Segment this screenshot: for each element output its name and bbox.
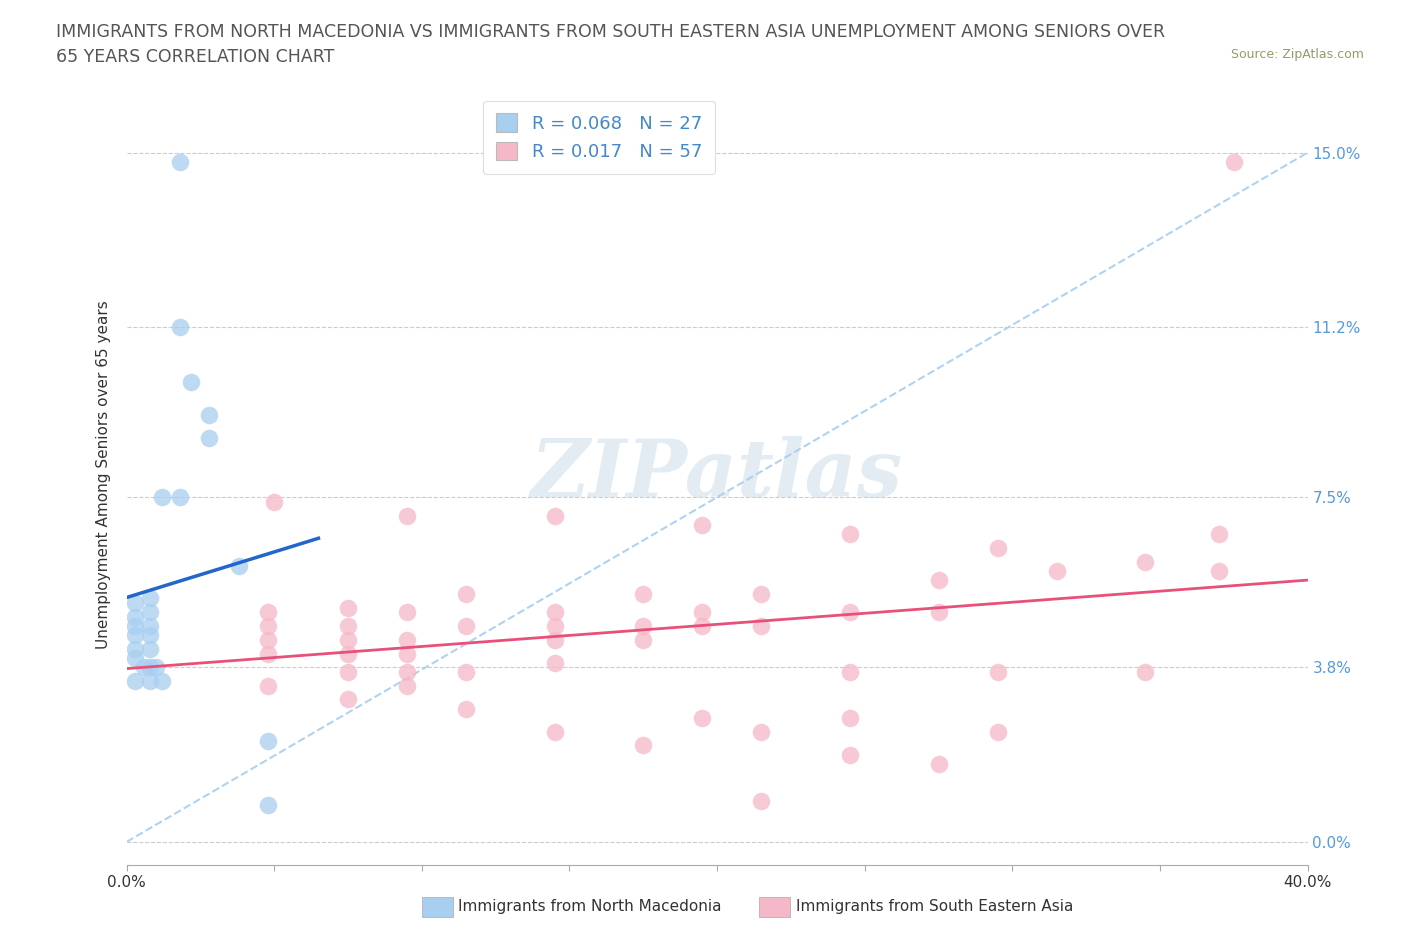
Point: [1046, 564, 1069, 578]
Point: [257, 798, 280, 813]
Point: [139, 604, 162, 619]
Point: [169, 490, 191, 505]
Point: [543, 632, 565, 647]
Point: [543, 724, 565, 739]
Point: [692, 517, 714, 532]
Point: [257, 646, 280, 661]
Point: [145, 660, 167, 675]
Text: Immigrants from North Macedonia: Immigrants from North Macedonia: [458, 899, 721, 914]
Point: [150, 490, 173, 505]
Point: [257, 678, 280, 693]
Point: [169, 320, 191, 335]
Point: [456, 586, 478, 601]
Point: [139, 660, 162, 675]
Point: [1135, 664, 1157, 679]
Point: [633, 632, 655, 647]
Point: [134, 660, 156, 675]
Point: [1135, 554, 1157, 569]
Point: [987, 664, 1010, 679]
Point: [396, 664, 419, 679]
Point: [838, 747, 860, 762]
Point: [257, 632, 280, 647]
Text: ZIPatlas: ZIPatlas: [531, 435, 903, 513]
Point: [543, 508, 565, 523]
Y-axis label: Unemployment Among Seniors over 65 years: Unemployment Among Seniors over 65 years: [96, 300, 111, 649]
Point: [928, 756, 950, 771]
Point: [198, 430, 221, 445]
Point: [180, 375, 202, 390]
Point: [633, 586, 655, 601]
Point: [337, 618, 360, 633]
Point: [456, 701, 478, 716]
Point: [692, 711, 714, 725]
Point: [124, 628, 146, 643]
Point: [633, 738, 655, 753]
Point: [257, 734, 280, 749]
Point: [838, 604, 860, 619]
Point: [838, 664, 860, 679]
Point: [751, 793, 773, 808]
Point: [139, 642, 162, 657]
Point: [257, 618, 280, 633]
Point: [456, 664, 478, 679]
Point: [543, 656, 565, 671]
Point: [396, 646, 419, 661]
Point: [987, 540, 1010, 555]
Point: [124, 618, 146, 633]
Point: [198, 407, 221, 422]
Point: [169, 154, 191, 169]
Point: [124, 673, 146, 688]
Point: [337, 664, 360, 679]
Point: [1208, 564, 1230, 578]
Point: [139, 628, 162, 643]
Point: [337, 600, 360, 615]
Text: IMMIGRANTS FROM NORTH MACEDONIA VS IMMIGRANTS FROM SOUTH EASTERN ASIA UNEMPLOYME: IMMIGRANTS FROM NORTH MACEDONIA VS IMMIG…: [56, 23, 1166, 41]
Point: [124, 609, 146, 624]
Point: [337, 646, 360, 661]
Text: 65 YEARS CORRELATION CHART: 65 YEARS CORRELATION CHART: [56, 48, 335, 66]
Point: [124, 651, 146, 666]
Point: [257, 604, 280, 619]
Point: [228, 559, 250, 574]
Point: [150, 673, 173, 688]
Point: [456, 618, 478, 633]
Point: [337, 632, 360, 647]
Point: [396, 678, 419, 693]
Point: [751, 586, 773, 601]
Text: Source: ZipAtlas.com: Source: ZipAtlas.com: [1230, 48, 1364, 61]
Point: [543, 618, 565, 633]
Point: [139, 673, 162, 688]
Point: [633, 618, 655, 633]
Point: [838, 711, 860, 725]
Legend: R = 0.068   N = 27, R = 0.017   N = 57: R = 0.068 N = 27, R = 0.017 N = 57: [484, 100, 714, 174]
Point: [396, 604, 419, 619]
Point: [1208, 526, 1230, 541]
Point: [337, 692, 360, 707]
Text: Immigrants from South Eastern Asia: Immigrants from South Eastern Asia: [796, 899, 1073, 914]
Point: [838, 526, 860, 541]
Point: [124, 642, 146, 657]
Point: [692, 604, 714, 619]
Point: [1223, 154, 1246, 169]
Point: [396, 508, 419, 523]
Point: [751, 724, 773, 739]
Point: [543, 604, 565, 619]
Point: [987, 724, 1010, 739]
Point: [751, 618, 773, 633]
Point: [139, 618, 162, 633]
Point: [263, 495, 285, 510]
Point: [928, 573, 950, 588]
Point: [692, 618, 714, 633]
Point: [928, 604, 950, 619]
Point: [396, 632, 419, 647]
Point: [124, 595, 146, 610]
Point: [139, 591, 162, 605]
